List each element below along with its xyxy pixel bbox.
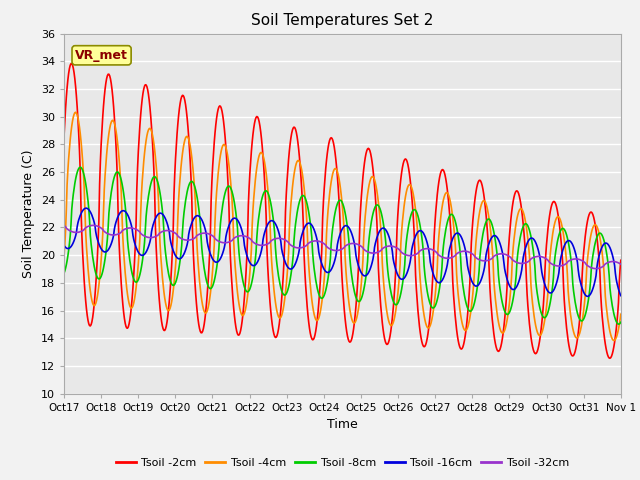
Tsoil -16cm (617, 293, 625, 299)
Tsoil -8cm (60, 270, 68, 276)
Tsoil -8cm (214, 253, 222, 259)
Tsoil -2cm (617, 257, 625, 263)
Tsoil -32cm (60, 223, 68, 228)
Tsoil -8cm (411, 207, 419, 213)
Tsoil -8cm (76, 164, 84, 170)
Tsoil -16cm (214, 259, 222, 264)
Tsoil -2cm (128, 295, 136, 301)
Tsoil -4cm (610, 337, 618, 343)
Tsoil -32cm (70, 229, 78, 235)
Tsoil -8cm (617, 319, 625, 325)
Tsoil -8cm (70, 186, 78, 192)
Tsoil -32cm (185, 237, 193, 243)
Tsoil -8cm (185, 183, 193, 189)
Line: Tsoil -4cm: Tsoil -4cm (64, 112, 621, 340)
Tsoil -16cm (60, 242, 68, 248)
Tsoil -8cm (614, 321, 622, 327)
Tsoil -2cm (185, 134, 193, 140)
Tsoil -4cm (617, 312, 625, 317)
Tsoil -16cm (83, 205, 90, 211)
X-axis label: Time: Time (327, 418, 358, 431)
Tsoil -32cm (592, 266, 600, 272)
Text: VR_met: VR_met (75, 49, 128, 62)
Tsoil -2cm (428, 300, 435, 306)
Tsoil -32cm (90, 222, 97, 228)
Tsoil -8cm (428, 303, 435, 309)
Tsoil -4cm (128, 305, 136, 311)
Tsoil -32cm (411, 252, 419, 258)
Tsoil -32cm (617, 261, 625, 267)
Tsoil -4cm (428, 320, 435, 326)
Tsoil -4cm (411, 201, 419, 207)
Tsoil -2cm (68, 60, 76, 66)
Line: Tsoil -8cm: Tsoil -8cm (64, 167, 621, 324)
Tsoil -32cm (128, 225, 136, 231)
Tsoil -16cm (411, 235, 419, 241)
Tsoil -16cm (70, 238, 78, 243)
Tsoil -4cm (185, 136, 193, 142)
Tsoil -2cm (214, 107, 222, 112)
Line: Tsoil -32cm: Tsoil -32cm (64, 225, 621, 269)
Tsoil -4cm (72, 109, 79, 115)
Tsoil -8cm (128, 271, 136, 276)
Y-axis label: Soil Temperature (C): Soil Temperature (C) (22, 149, 35, 278)
Tsoil -4cm (60, 254, 68, 260)
Tsoil -16cm (428, 263, 435, 269)
Legend: Tsoil -2cm, Tsoil -4cm, Tsoil -8cm, Tsoil -16cm, Tsoil -32cm: Tsoil -2cm, Tsoil -4cm, Tsoil -8cm, Tsoi… (111, 453, 573, 472)
Tsoil -4cm (70, 111, 78, 117)
Tsoil -2cm (60, 134, 68, 140)
Line: Tsoil -2cm: Tsoil -2cm (64, 63, 621, 358)
Tsoil -16cm (185, 231, 193, 237)
Line: Tsoil -16cm: Tsoil -16cm (64, 208, 621, 296)
Tsoil -16cm (584, 293, 591, 299)
Tsoil -32cm (214, 238, 222, 244)
Tsoil -2cm (71, 76, 79, 82)
Tsoil -2cm (411, 247, 419, 253)
Tsoil -32cm (428, 246, 435, 252)
Title: Soil Temperatures Set 2: Soil Temperatures Set 2 (252, 13, 433, 28)
Tsoil -4cm (214, 171, 222, 177)
Tsoil -16cm (128, 226, 136, 232)
Tsoil -2cm (606, 355, 614, 361)
